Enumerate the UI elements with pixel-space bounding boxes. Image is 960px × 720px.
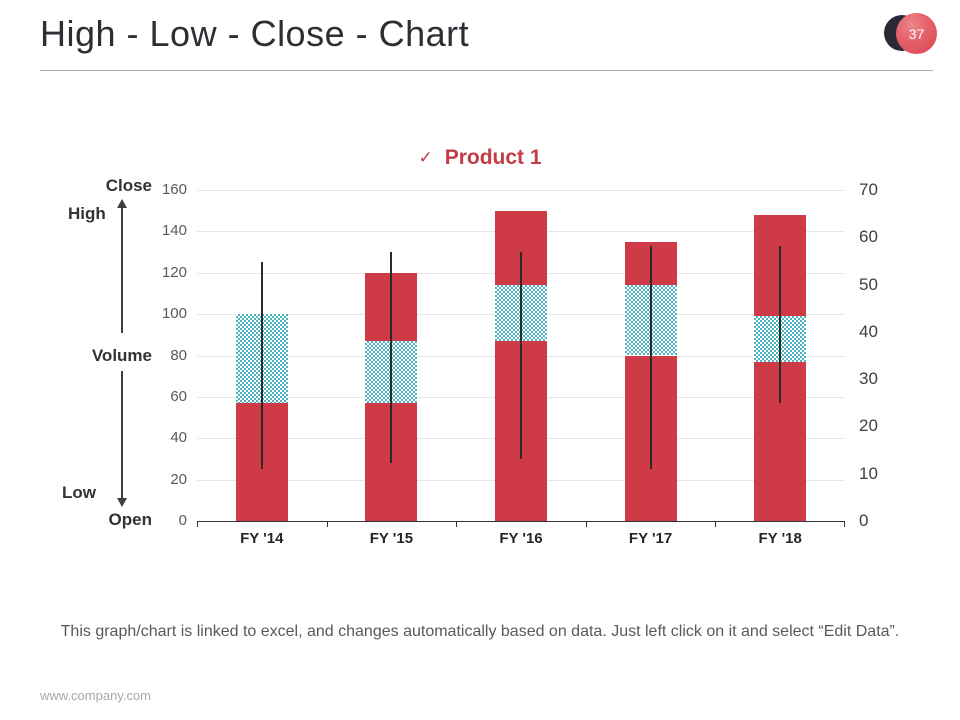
high-low-line [260, 262, 263, 470]
x-axis-tick [844, 521, 845, 527]
page-number-badge: 37 [896, 13, 937, 54]
page-number: 37 [908, 25, 925, 42]
left-axis-tick-label: 120 [161, 263, 187, 281]
annotation-volume: Volume [91, 346, 152, 365]
left-axis-tick-label: 140 [161, 222, 187, 240]
left-axis-tick-label: 100 [161, 305, 187, 323]
slide-note: This graph/chart is linked to excel, and… [60, 623, 900, 640]
high-low-line [390, 252, 393, 464]
annotation-high: High [68, 204, 106, 223]
right-axis-tick-label: 60 [859, 227, 878, 247]
x-axis-category-label: FY '16 [499, 530, 543, 547]
gridline [197, 190, 845, 191]
annotation-close: Close [105, 176, 152, 195]
arrow-up-icon [117, 199, 127, 208]
arrow-line-lower [121, 371, 123, 498]
x-axis-category-label: FY '14 [240, 530, 284, 547]
legend-series-label: Product 1 [444, 146, 542, 169]
x-axis-tick [456, 521, 458, 527]
high-low-line [649, 245, 652, 470]
checkmark-icon: ✓ [418, 148, 433, 167]
left-axis-tick-label: 160 [161, 181, 187, 198]
annotation-low: Low [62, 483, 96, 502]
x-axis-category-label: FY '17 [628, 530, 673, 547]
right-axis-tick-label: 0 [859, 511, 869, 530]
x-axis-tick [585, 521, 587, 527]
x-axis-line [197, 521, 845, 522]
right-axis-tick-label: 70 [859, 180, 878, 199]
chart-legend: ✓ Product 1 [0, 146, 960, 170]
x-axis-category-label: FY '15 [369, 530, 414, 547]
left-axis-tick-label: 80 [170, 346, 187, 364]
x-axis-tick [715, 521, 717, 527]
high-low-close-chart[interactable]: 0 20 40 60 80 100 120 140 160 0 10 20 30 40 50 60 70 FY '… [162, 180, 878, 547]
left-axis-tick-label: 20 [170, 470, 187, 488]
x-axis-tick [197, 521, 198, 527]
arrow-line-upper [121, 207, 123, 333]
right-axis-tick-label: 40 [859, 321, 878, 341]
x-axis-tick [326, 521, 328, 527]
left-axis-tick-label: 60 [170, 387, 187, 405]
right-axis-tick-label: 10 [859, 463, 878, 483]
annotation-open: Open [108, 510, 152, 529]
x-axis-category-label: FY '18 [758, 530, 802, 547]
right-axis-tick-label: 20 [859, 416, 878, 436]
right-axis-tick-label: 50 [859, 274, 878, 294]
high-low-line [779, 245, 782, 404]
page-title: High - Low - Close - Chart [40, 13, 470, 54]
arrow-down-icon [117, 498, 127, 507]
right-axis-tick-label: 30 [859, 369, 878, 389]
high-low-line [520, 252, 522, 459]
left-axis-tick-label: 40 [170, 429, 187, 447]
left-axis-tick-label: 0 [178, 512, 187, 529]
title-divider [40, 70, 933, 71]
footer-url: www.company.com [40, 688, 152, 703]
